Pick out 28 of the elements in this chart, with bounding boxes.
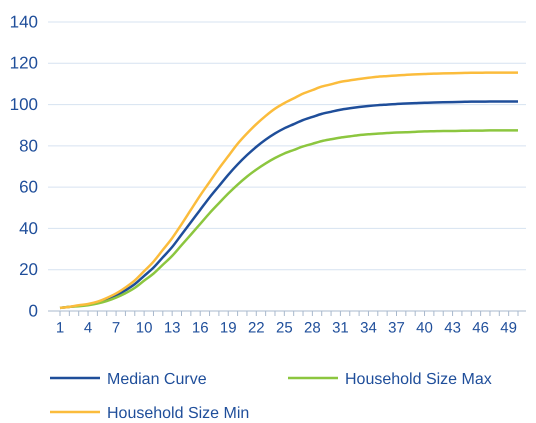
- legend-label: Household Size Min: [107, 405, 250, 422]
- x-tick-label: 10: [136, 320, 152, 337]
- x-tick-label: 22: [248, 320, 265, 337]
- x-tick-label: 25: [276, 320, 293, 337]
- x-tick-label: 49: [500, 320, 517, 337]
- x-tick-label: 40: [416, 320, 433, 337]
- legend-label: Median Curve: [107, 371, 207, 388]
- x-tick-label: 43: [444, 320, 461, 337]
- y-tick-label: 80: [19, 136, 38, 156]
- x-tick-label: 46: [472, 320, 489, 337]
- y-tick-label: 40: [19, 218, 38, 238]
- x-tick-label: 28: [304, 320, 321, 337]
- y-tick-label: 60: [19, 178, 38, 197]
- x-tick-label: 31: [332, 320, 349, 337]
- x-tick-label: 4: [84, 320, 92, 337]
- y-tick-label: 20: [19, 260, 38, 280]
- y-tick-label: 100: [10, 95, 38, 114]
- x-tick-label: 1: [56, 320, 64, 337]
- x-tick-label: 19: [220, 320, 237, 337]
- x-tick-label: 7: [112, 320, 120, 337]
- legend-label: Household Size Max: [345, 371, 492, 388]
- x-tick-label: 16: [192, 320, 209, 337]
- y-tick-label: 120: [10, 54, 38, 73]
- y-tick-label: 0: [28, 301, 38, 320]
- x-tick-label: 13: [164, 320, 181, 337]
- x-tick-label: 37: [388, 320, 405, 337]
- x-tick-label: 34: [360, 320, 377, 337]
- y-tick-label: 140: [10, 12, 38, 32]
